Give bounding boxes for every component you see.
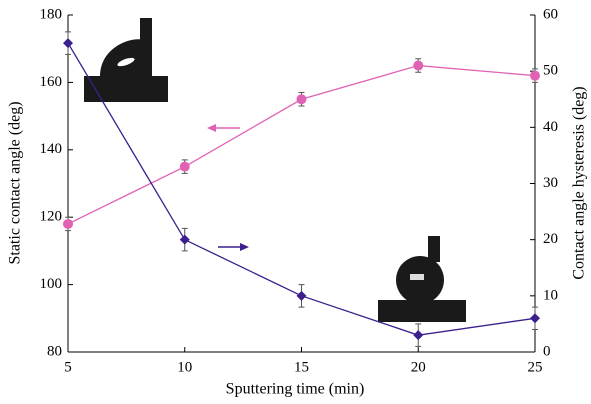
x-tick-label: 20 [411,359,426,375]
x-tick-label: 15 [294,359,309,375]
y-tick-label: 100 [40,276,63,292]
point [530,313,540,323]
point [180,235,190,245]
point [530,71,540,81]
y-tick-label: 120 [40,209,63,225]
x-tick-label: 25 [528,359,543,375]
point [297,291,307,301]
y2-tick-label: 40 [543,119,558,135]
y2-tick-label: 50 [543,63,558,79]
y2-tick-label: 0 [543,343,551,359]
point [63,38,73,48]
x-axis-label: Sputtering time (min) [226,381,365,398]
right-arrow [218,243,249,251]
y-tick-label: 180 [40,6,63,22]
y-tick-label: 140 [40,141,63,157]
y-tick-label: 160 [40,74,63,90]
x-tick-label: 10 [177,359,192,375]
y-tick-label: 80 [47,343,62,359]
point [63,219,73,229]
point [297,94,307,104]
y2-tick-label: 20 [543,231,558,247]
droplet-image-end [378,236,466,322]
droplet-image-start [84,18,168,102]
x-tick-label: 5 [64,359,72,375]
y-axis-label: Static contact angle (deg) [7,101,24,264]
y2-tick-label: 60 [543,6,558,22]
y2-tick-label: 10 [543,287,558,303]
chart: Sputtering time (min) Static contact ang… [0,0,591,404]
point [413,61,423,71]
point [180,162,190,172]
left-arrow [207,124,240,132]
y2-axis-label: Contact angle hysteresis (deg) [571,86,588,279]
point [413,330,423,340]
y2-tick-label: 30 [543,175,558,191]
